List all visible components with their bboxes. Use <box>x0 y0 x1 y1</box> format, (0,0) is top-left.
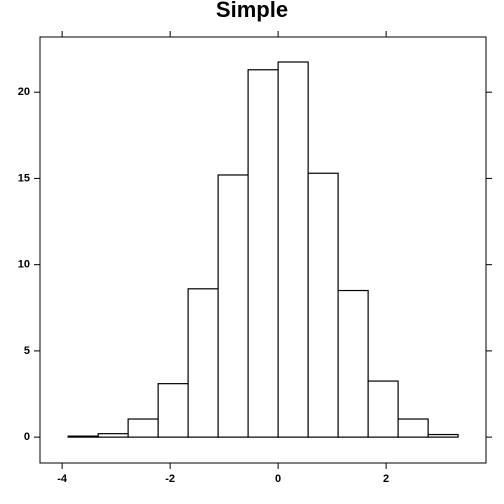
bar <box>67 435 99 438</box>
y-tick-label: 15 <box>18 172 30 184</box>
x-tick-label: -2 <box>165 473 175 485</box>
bar <box>337 289 369 438</box>
bar <box>217 174 249 438</box>
x-tick-label: 0 <box>275 473 281 485</box>
x-tick-label: -4 <box>57 473 68 485</box>
bar <box>307 172 339 438</box>
y-tick-label: 5 <box>24 345 30 357</box>
bar <box>187 288 219 438</box>
bar <box>97 433 129 438</box>
x-tick-label: 2 <box>383 473 389 485</box>
bar <box>157 383 189 438</box>
panel-border <box>39 36 487 464</box>
bar <box>127 418 159 438</box>
y-tick-label: 0 <box>24 431 30 443</box>
y-tick-label: 20 <box>18 86 30 98</box>
bar <box>427 433 459 438</box>
chart-title: Simple <box>216 0 288 22</box>
bar <box>367 380 399 438</box>
bar <box>247 69 279 438</box>
bar <box>397 418 429 438</box>
y-tick-label: 10 <box>18 259 30 271</box>
bar <box>277 61 309 438</box>
